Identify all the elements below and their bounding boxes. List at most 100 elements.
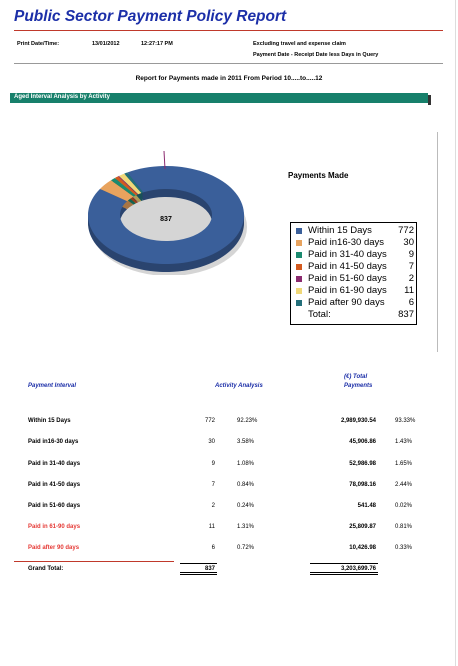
grand-total-count: 837 (204, 566, 215, 572)
table-row-count: 30 (208, 439, 215, 445)
chart-border (437, 132, 438, 352)
legend-label: Paid in 51-60 days (308, 273, 387, 284)
total-line-bottom-3 (310, 572, 378, 573)
note-excluding: Excluding travel and expense claim (253, 41, 346, 47)
total-line-bottom-4 (310, 574, 378, 575)
legend-item: Paid in 31-40 days 9 (296, 250, 414, 260)
legend-swatch (296, 240, 302, 246)
title-divider (14, 30, 443, 31)
table-row-amount: 45,906.86 (349, 439, 376, 445)
chart-legend: Within 15 Days 772 Paid in16-30 days 30 Paid… (290, 222, 417, 325)
table-row-count: 772 (204, 418, 215, 424)
print-label: Print Date/Time: (17, 41, 60, 47)
grand-total-label: Grand Total: (28, 566, 64, 572)
legend-item: Paid in 51-60 days 2 (296, 274, 414, 284)
report-period-line: Report for Payments made in 2011 From Pe… (135, 75, 323, 82)
chart-slice (118, 175, 139, 195)
legend-swatch (296, 252, 302, 258)
legend-label: Paid in 31-40 days (308, 249, 387, 260)
table-row-label: Paid after 90 days (28, 545, 80, 551)
legend-total-row: Total: 837 (296, 310, 414, 320)
legend-swatch (296, 300, 302, 306)
table-row-count: 11 (208, 524, 215, 530)
table-row-amount: 2,989,930.54 (340, 418, 376, 424)
legend-swatch (296, 288, 302, 294)
legend-label: Within 15 Days (308, 225, 372, 236)
legend-item: Within 15 Days 772 (296, 226, 414, 236)
table-row-label: Within 15 Days (28, 418, 71, 424)
legend-value: 7 (408, 261, 414, 272)
table-row-amount: 10,426.98 (349, 545, 376, 551)
legend-total-value: 837 (398, 309, 414, 320)
legend-label: Paid in16-30 days (308, 237, 385, 248)
table-row-amount-pct: 1.43% (395, 439, 413, 445)
section-bar-shadow (428, 95, 431, 105)
total-line-bottom-2 (180, 574, 217, 575)
legend-label: Paid in 61-90 days (308, 285, 387, 296)
chart-slice (100, 180, 134, 202)
table-row-label: Paid in 61-90 days (28, 524, 81, 530)
chart-slice (110, 178, 136, 197)
header-divider (14, 63, 443, 64)
table-row-count: 6 (211, 545, 215, 551)
legend-swatch (296, 276, 302, 282)
chart-slice (118, 173, 142, 195)
page-edge (455, 0, 456, 666)
table-row-pct: 92.23% (237, 418, 258, 424)
chart-slice (114, 176, 138, 196)
legend-value: 2 (408, 273, 414, 284)
legend-value: 772 (398, 225, 414, 236)
section-title: Aged Interval Analysis by Activity (14, 94, 110, 100)
print-date: 13/01/2012 (92, 41, 120, 47)
table-row-label: Paid in 31-40 days (28, 461, 81, 467)
chart-leader-line (163, 150, 166, 170)
col-header-interval: Payment Interval (28, 383, 77, 389)
col-header-total-1: (€) Total (344, 374, 368, 380)
table-row-amount-pct: 0.81% (395, 524, 413, 530)
legend-item: Paid after 90 days 6 (296, 298, 414, 308)
chart-center-label: 837 (160, 216, 172, 223)
chart-slice (124, 172, 144, 194)
table-row-count: 2 (211, 503, 215, 509)
legend-swatch (296, 228, 302, 234)
total-line-bottom-1 (180, 572, 217, 573)
table-row-pct: 3.58% (237, 439, 255, 445)
legend-label: Paid in 41-50 days (308, 261, 387, 272)
table-row-amount-pct: 2.44% (395, 482, 413, 488)
total-line-top-1 (180, 563, 217, 564)
report-title: Public Sector Payment Policy Report (14, 8, 287, 25)
table-row-pct: 0.24% (237, 503, 255, 509)
legend-item: Paid in 61-90 days 11 (296, 286, 414, 296)
note-payment-date: Payment Date - Receipt Date less Days in… (253, 52, 379, 58)
table-row-label: Paid in 51-60 days (28, 503, 81, 509)
table-row-pct: 0.84% (237, 482, 255, 488)
legend-total-label: Total: (308, 309, 331, 320)
table-row-pct: 1.31% (237, 524, 255, 530)
section-bar (10, 93, 428, 103)
table-row-amount-pct: 93.33% (395, 418, 416, 424)
table-row-amount: 78,098.16 (349, 482, 376, 488)
table-row-amount-pct: 1.65% (395, 461, 413, 467)
legend-value: 11 (404, 285, 414, 296)
legend-value: 30 (403, 237, 414, 248)
table-row-label: Paid in16-30 days (28, 439, 79, 445)
total-line-top-2 (310, 563, 378, 564)
chart-title: Payments Made (288, 171, 349, 180)
grand-total-amount: 3,203,699.76 (340, 566, 376, 572)
legend-swatch (296, 264, 302, 270)
legend-item: Paid in 41-50 days 7 (296, 262, 414, 272)
legend-item: Paid in16-30 days 30 (296, 238, 414, 248)
donut-chart: 837 (87, 150, 247, 275)
col-header-total-2: Payments (344, 383, 373, 389)
table-row-pct: 0.72% (237, 545, 255, 551)
legend-value: 9 (408, 249, 414, 260)
table-row-label: Paid in 41-50 days (28, 482, 81, 488)
legend-value: 6 (408, 297, 414, 308)
grand-total-divider (14, 561, 174, 562)
legend-label: Paid after 90 days (308, 297, 385, 308)
table-row-amount: 541.48 (357, 503, 376, 509)
table-row-amount: 52,986.98 (349, 461, 376, 467)
table-row-pct: 1.08% (237, 461, 255, 467)
table-row-amount: 25,809.87 (349, 524, 376, 530)
col-header-activity: Activity Analysis (215, 383, 263, 389)
